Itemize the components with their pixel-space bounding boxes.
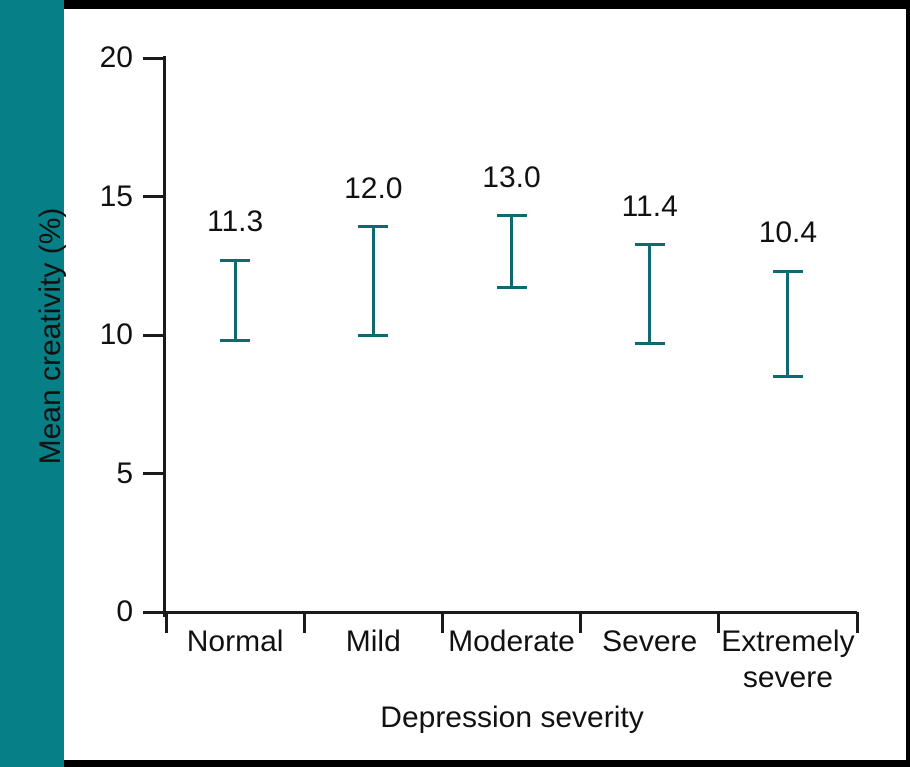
x-tick xyxy=(717,612,721,633)
error-bar-line xyxy=(233,260,237,341)
error-bar-cap-bottom xyxy=(220,339,251,343)
bar-value-label: 10.4 xyxy=(758,216,818,250)
bar-value-label: 11.4 xyxy=(621,189,678,223)
bar xyxy=(0,314,64,648)
frame-bottom-strip xyxy=(0,760,910,767)
y-tick xyxy=(143,195,166,198)
error-bar-line xyxy=(371,226,375,335)
frame-top-strip xyxy=(0,0,910,9)
y-tick xyxy=(143,610,166,614)
x-category-label: Extremely severe xyxy=(721,625,855,694)
error-bar-cap-bottom xyxy=(358,333,389,337)
error-bar-cap-top xyxy=(772,269,803,273)
error-bar-cap-bottom xyxy=(496,286,527,290)
bar-value-label: 13.0 xyxy=(482,160,541,194)
x-category-label: Mild xyxy=(345,625,401,658)
error-bar-line xyxy=(786,271,790,377)
x-category-label: Severe xyxy=(602,625,698,658)
error-bar-cap-bottom xyxy=(634,341,665,345)
x-tick xyxy=(440,612,444,633)
error-bar-cap-top xyxy=(496,214,527,218)
x-tick xyxy=(302,612,306,633)
x-category-label: Normal xyxy=(186,625,284,658)
y-axis-line xyxy=(163,56,166,617)
x-tick xyxy=(579,612,583,633)
y-tick-label: 0 xyxy=(116,595,133,628)
y-tick-label: 15 xyxy=(99,179,133,213)
y-tick-label: 10 xyxy=(99,318,133,351)
y-tick xyxy=(143,333,166,337)
error-bar-cap-bottom xyxy=(772,375,803,379)
x-category-label: Moderate xyxy=(448,625,575,658)
x-tick xyxy=(855,612,859,633)
bar-value-label: 11.3 xyxy=(207,205,264,239)
error-bar-cap-top xyxy=(634,243,665,247)
y-tick-label: 20 xyxy=(99,41,133,74)
error-bar-line xyxy=(648,244,652,344)
frame-right-border xyxy=(906,0,910,767)
x-axis-title: Depression severity xyxy=(380,701,644,734)
error-bar-cap-top xyxy=(220,258,251,262)
y-tick-label: 5 xyxy=(116,456,133,490)
y-axis-title: Mean creativity (%) xyxy=(34,207,67,465)
x-tick xyxy=(164,612,168,633)
y-tick xyxy=(143,472,166,475)
bar-value-label: 12.0 xyxy=(344,171,403,205)
bar xyxy=(0,0,64,314)
bar xyxy=(0,647,64,767)
error-bar-cap-top xyxy=(358,225,389,229)
y-tick xyxy=(143,56,166,60)
x-axis-line xyxy=(163,611,857,614)
error-bar-line xyxy=(510,215,513,288)
